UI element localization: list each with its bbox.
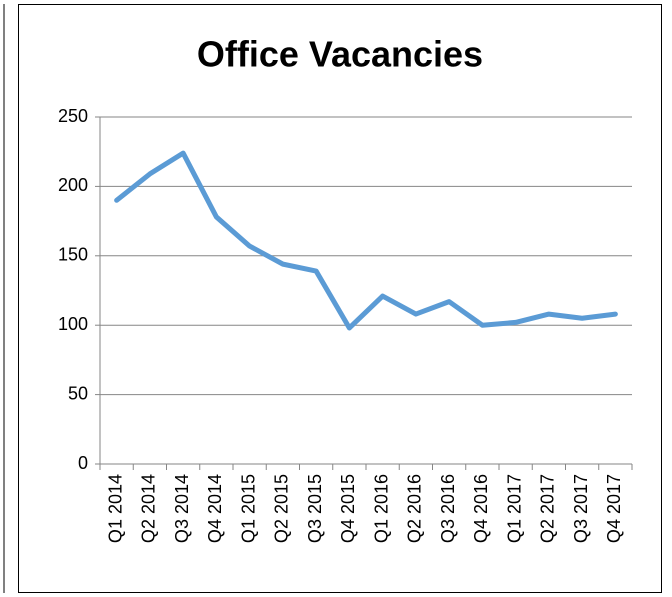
y-tick-label: 150 (58, 245, 88, 265)
data-line (114, 150, 618, 331)
x-tick-label: Q3 2014 (172, 474, 192, 543)
x-tick-label: Q3 2017 (571, 474, 591, 543)
x-tick-label: Q1 2017 (504, 474, 524, 543)
y-tick-label: 250 (58, 106, 88, 126)
x-tick-label: Q4 2015 (338, 474, 358, 543)
y-tick-label: 50 (68, 383, 88, 403)
y-tick-label: 100 (58, 314, 88, 334)
x-tick-label: Q1 2014 (105, 474, 125, 543)
x-tick-label: Q1 2016 (371, 474, 391, 543)
x-tick-label: Q2 2015 (272, 474, 292, 543)
x-tick-label: Q2 2014 (139, 474, 159, 543)
x-tick-label: Q3 2016 (438, 474, 458, 543)
chart-title: Office Vacancies (197, 34, 483, 75)
x-tick-label: Q3 2015 (305, 474, 325, 543)
y-tick-label: 200 (58, 175, 88, 195)
x-tick-label: Q4 2016 (471, 474, 491, 543)
chart-frame (18, 4, 662, 593)
x-tick-label: Q4 2014 (205, 474, 225, 543)
x-tick-label: Q4 2017 (604, 474, 624, 543)
x-tick-label: Q2 2016 (405, 474, 425, 543)
x-tick-label: Q1 2015 (238, 474, 258, 543)
y-tick-label: 0 (78, 453, 88, 473)
x-tick-label: Q2 2017 (538, 474, 558, 543)
